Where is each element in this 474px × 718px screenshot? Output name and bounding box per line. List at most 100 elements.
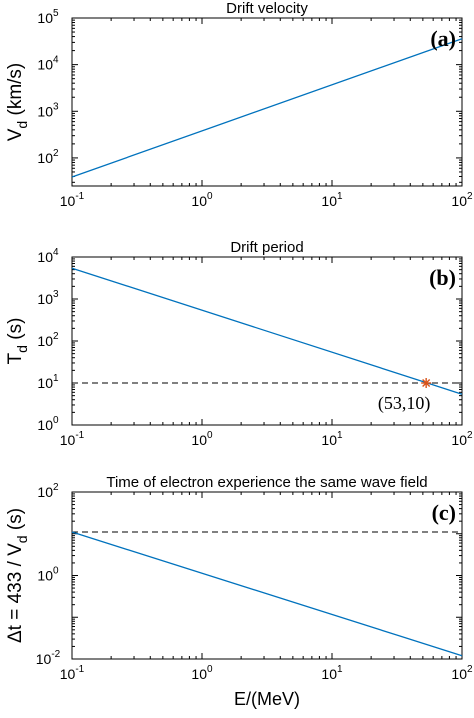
x-tick-exponent: 1 — [337, 191, 343, 202]
y-axis-label-main: T — [5, 352, 26, 364]
y-tick-label: 104 — [37, 247, 59, 265]
x-tick-label: 100 — [191, 664, 213, 682]
y-tick-label: 103 — [37, 101, 59, 119]
y-tick-base: 10 — [37, 568, 53, 584]
plot-frame — [71, 491, 463, 660]
y-tick-label: 100 — [37, 566, 59, 584]
x-tick-base: 10 — [451, 193, 467, 209]
x-tick-label: 10-1 — [60, 664, 85, 682]
chart-title: Drift period — [230, 239, 303, 256]
y-tick-base: 10 — [37, 103, 53, 119]
y-axis-label-subscript: d — [14, 345, 30, 353]
y-tick-exponent: 2 — [53, 148, 59, 159]
y-axis-label: Vd (km/s) — [5, 63, 30, 142]
y-axis-label-subscript: d — [14, 535, 30, 543]
x-tick-label: 100 — [191, 430, 213, 448]
y-tick-base: 10 — [37, 249, 53, 265]
y-tick-exponent: 3 — [53, 289, 59, 300]
y-tick-exponent: 0 — [53, 415, 59, 426]
y-axis-label-main: Δt = 433 / V — [5, 543, 26, 643]
y-tick-label: 10-2 — [36, 649, 61, 667]
x-tick-label: 100 — [191, 191, 213, 209]
y-tick-exponent: 4 — [53, 247, 59, 258]
x-tick-base: 10 — [321, 432, 337, 448]
x-tick-base: 10 — [191, 432, 207, 448]
plot-frame — [71, 17, 463, 187]
y-tick-base: 10 — [37, 375, 53, 391]
series-line — [71, 267, 463, 395]
y-tick-base: 10 — [37, 333, 53, 349]
x-tick-base: 10 — [321, 193, 337, 209]
y-axis-label-main: V — [5, 128, 26, 141]
x-tick-label: 101 — [321, 191, 343, 209]
x-tick-base: 10 — [60, 666, 76, 682]
x-tick-base: 10 — [451, 432, 467, 448]
panel-label: (a) — [430, 26, 456, 51]
x-tick-base: 10 — [191, 193, 207, 209]
y-tick-label: 102 — [37, 482, 59, 500]
y-tick-exponent: 2 — [53, 482, 59, 493]
y-axis-label-unit: (km/s) — [5, 63, 26, 121]
y-tick-base: 10 — [37, 150, 53, 166]
y-tick-exponent: 4 — [53, 55, 59, 66]
x-tick-exponent: 0 — [207, 191, 213, 202]
y-tick-label: 103 — [37, 289, 59, 307]
marker-annotation: (53,10) — [378, 393, 431, 414]
x-tick-label: 101 — [321, 430, 343, 448]
y-tick-exponent: 1 — [53, 373, 59, 384]
y-tick-exponent: -2 — [51, 649, 60, 660]
x-axis-label: E/(MeV) — [234, 689, 300, 709]
chart-title: Time of electron experience the same wav… — [106, 474, 427, 491]
x-tick-label: 10-1 — [60, 430, 85, 448]
y-axis-label-subscript: d — [14, 121, 30, 129]
y-tick-base: 10 — [37, 291, 53, 307]
panel-label: (c) — [432, 500, 456, 525]
x-tick-exponent: 2 — [467, 191, 473, 202]
y-tick-base: 10 — [37, 57, 53, 73]
x-tick-label: 10-1 — [60, 191, 85, 209]
x-tick-base: 10 — [451, 666, 467, 682]
y-tick-base: 10 — [37, 417, 53, 433]
y-tick-label: 101 — [37, 373, 59, 391]
x-tick-exponent: 0 — [207, 430, 213, 441]
y-tick-label: 100 — [37, 415, 59, 433]
y-tick-label: 102 — [37, 148, 59, 166]
x-tick-base: 10 — [60, 432, 76, 448]
y-tick-base: 10 — [37, 484, 53, 500]
y-axis-label-unit: (s) — [5, 318, 26, 345]
y-tick-exponent: 2 — [53, 331, 59, 342]
x-tick-exponent: 0 — [207, 664, 213, 675]
x-tick-label: 102 — [451, 191, 473, 209]
series-line — [71, 38, 463, 178]
y-axis-label: Td (s) — [5, 318, 30, 365]
x-tick-exponent: -1 — [75, 191, 84, 202]
x-tick-exponent: 1 — [337, 430, 343, 441]
marker-stroke — [422, 378, 431, 388]
x-tick-exponent: 2 — [467, 430, 473, 441]
series-line — [71, 531, 463, 657]
y-tick-exponent: 3 — [53, 101, 59, 112]
x-tick-exponent: -1 — [75, 664, 84, 675]
y-axis-label-unit: (s) — [5, 508, 26, 535]
y-tick-base: 10 — [36, 651, 52, 667]
x-tick-exponent: -1 — [75, 430, 84, 441]
x-tick-base: 10 — [60, 193, 76, 209]
y-axis-label: Δt = 433 / Vd (s) — [5, 508, 30, 643]
x-tick-label: 102 — [451, 664, 473, 682]
y-tick-exponent: 0 — [53, 566, 59, 577]
x-tick-exponent: 2 — [467, 664, 473, 675]
y-tick-base: 10 — [37, 10, 53, 26]
y-tick-label: 102 — [37, 331, 59, 349]
y-tick-label: 104 — [37, 55, 59, 73]
x-tick-base: 10 — [191, 666, 207, 682]
panel-label: (b) — [429, 265, 456, 290]
x-tick-base: 10 — [321, 666, 337, 682]
y-tick-label: 105 — [37, 8, 59, 26]
x-tick-label: 101 — [321, 664, 343, 682]
x-tick-exponent: 1 — [337, 664, 343, 675]
y-tick-exponent: 5 — [53, 8, 59, 19]
